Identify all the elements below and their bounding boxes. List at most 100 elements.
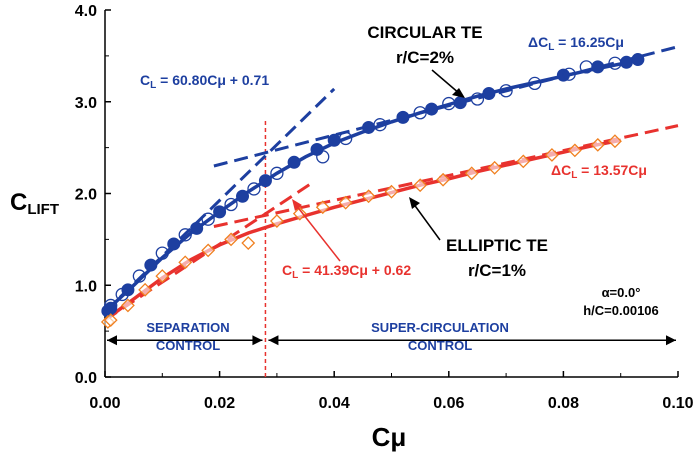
elliptic-te-pointer <box>412 202 441 241</box>
separation-control-label: SEPARATION <box>146 320 229 335</box>
circular-filled-point <box>591 60 605 74</box>
separation-control-label-2: CONTROL <box>156 338 220 353</box>
x-tick-label: 0.02 <box>204 395 235 412</box>
elliptic-diamond-point <box>590 137 605 152</box>
circular-filled-point <box>287 155 301 169</box>
circular-te-pointer-head <box>452 88 465 98</box>
hc-condition: h/C=0.00106 <box>583 303 659 318</box>
circular-open-point <box>373 118 387 132</box>
circular-open-point <box>132 269 147 283</box>
separation-control-arrow-head-right <box>252 335 263 346</box>
x-tick-label: 0.00 <box>89 395 120 412</box>
elliptic-low-equation: CL = 41.39Cμ + 0.62 <box>282 262 411 281</box>
circular-open-point <box>104 298 118 313</box>
elliptic-diamond-point <box>436 172 450 187</box>
x-tick-label: 0.06 <box>433 395 464 412</box>
circular-open-point <box>413 106 427 120</box>
circular-filled-point <box>327 133 341 147</box>
super-circulation-arrow-head-left <box>268 335 279 346</box>
circular-filled-point <box>425 102 439 116</box>
circular-open-point <box>608 56 622 70</box>
elliptic-diamond-point <box>138 282 153 297</box>
elliptic-diamond-point <box>292 206 307 221</box>
circular-open-point <box>270 166 284 180</box>
circular-te-pointer <box>431 69 461 95</box>
circular-open-point <box>470 92 485 106</box>
circular-filled-point <box>482 86 496 100</box>
circular-filled-point <box>236 189 250 203</box>
super-circulation-arrow-head-right <box>666 335 676 346</box>
circular-te-label: CIRCULAR TE <box>367 23 482 42</box>
elliptic-high-equation: ΔCL = 13.57Cμ <box>551 162 647 181</box>
circular-open-point <box>339 131 353 146</box>
elliptic-diamond-point <box>121 298 135 313</box>
elliptic-diamond-point <box>178 255 193 270</box>
elliptic-curve <box>103 138 622 322</box>
control-regions <box>107 335 676 346</box>
x-tick-label: 0.10 <box>662 395 693 412</box>
circular-open-point <box>224 197 238 212</box>
elliptic-diamond-point <box>516 154 531 169</box>
y-tick-label: 3.0 <box>75 95 97 112</box>
super-circulation-label-2: CONTROL <box>408 338 472 353</box>
elliptic-diamond-point <box>413 178 428 193</box>
circular-open-point <box>178 228 192 242</box>
annotation-pointers <box>292 69 465 262</box>
circular-filled-point <box>619 55 633 69</box>
circular-open-point <box>528 76 542 91</box>
circular-filled-point <box>104 301 118 315</box>
y-tick-label: 4.0 <box>75 3 97 20</box>
elliptic-eq-pointer <box>295 204 341 262</box>
elliptic-eq-pointer-head <box>292 199 302 211</box>
alpha-condition: α=0.0° <box>602 285 641 300</box>
elliptic-diamond-point <box>608 134 622 149</box>
circular-filled-point <box>213 205 227 219</box>
y-tick-label: 0.0 <box>75 370 97 387</box>
x-tick-label: 0.04 <box>319 395 350 412</box>
elliptic-diamond-point <box>315 200 330 215</box>
circular-filled-point <box>258 174 272 188</box>
circular-filled-point <box>396 110 410 124</box>
circular-open-point <box>201 212 215 226</box>
circular-high-equation: ΔCL = 16.25Cμ <box>528 34 624 53</box>
elliptic-diamond-point <box>464 166 479 181</box>
circular-filled-point <box>144 258 158 272</box>
circular-filled-point <box>453 96 467 110</box>
elliptic-diamond-point <box>361 189 376 204</box>
elliptic-diamond-point <box>384 184 399 199</box>
circular-low-fit <box>103 87 336 313</box>
y-tick-label: 2.0 <box>75 187 97 204</box>
elliptic-diamond-point <box>545 148 559 162</box>
elliptic-te-label: ELLIPTIC TE <box>446 236 548 255</box>
separation-control-arrow-head-left <box>107 335 117 346</box>
circular-open-point <box>155 246 169 260</box>
elliptic-diamond-point <box>155 269 170 283</box>
elliptic-te-ratio: r/C=1% <box>468 261 526 280</box>
circular-filled-point <box>190 221 204 235</box>
circular-filled-point <box>631 53 645 67</box>
x-axis-title: Cμ <box>372 422 407 452</box>
elliptic-diamond-point <box>487 160 502 175</box>
circular-open-point <box>442 96 456 111</box>
y-tick-label: 1.0 <box>75 278 97 295</box>
elliptic-diamond-point <box>241 236 256 250</box>
data-points <box>100 53 645 329</box>
circular-open-point <box>562 67 576 81</box>
elliptic-diamond-point <box>338 195 353 210</box>
elliptic-diamond-point <box>224 232 238 247</box>
circular-filled-point <box>362 120 376 134</box>
elliptic-diamond-point <box>567 143 582 158</box>
super-circulation-label: SUPER-CIRCULATION <box>371 320 509 335</box>
tick-labels: 0.0 1.0 2.0 3.0 4.0 0.00 0.02 0.04 0.06 0.08 0.10 <box>75 3 694 412</box>
circular-open-point <box>579 60 593 74</box>
circular-open-point <box>247 182 261 196</box>
circular-te-ratio: r/C=2% <box>396 48 454 67</box>
elliptic-diamond-point <box>103 313 118 328</box>
circular-open-point <box>316 150 330 164</box>
elliptic-diamond-point <box>201 243 216 258</box>
elliptic-te-pointer-head <box>409 197 420 209</box>
circular-low-equation: CL = 60.80Cμ + 0.71 <box>140 72 269 91</box>
y-axis-title: CLIFT <box>10 189 59 218</box>
circular-filled-point <box>167 237 181 251</box>
